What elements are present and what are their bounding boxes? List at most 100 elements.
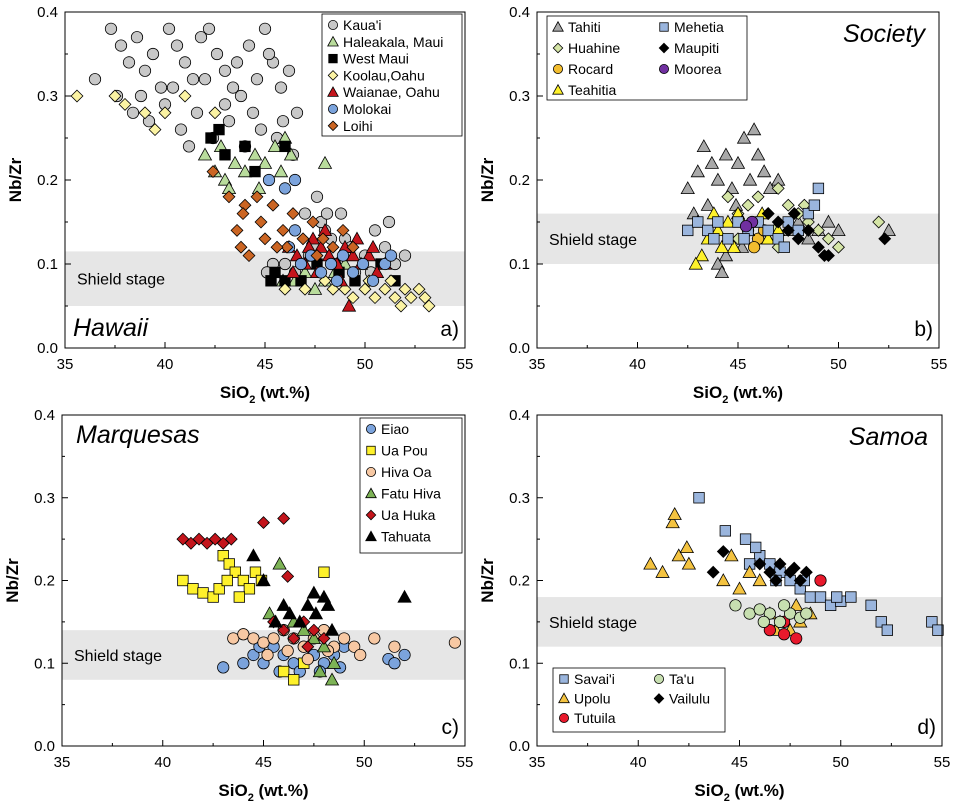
data-point: [736, 130, 752, 144]
data-point: [166, 81, 180, 94]
data-point: [812, 182, 825, 195]
data-point: [274, 81, 288, 94]
x-tick-label: 55: [457, 356, 474, 373]
data-point: [398, 249, 412, 262]
data-point: [230, 56, 244, 69]
data-point: [219, 149, 231, 161]
y-tick-label: 0.2: [509, 172, 530, 189]
y-tick-label: 0.2: [34, 573, 55, 590]
data-point: [254, 123, 268, 136]
data-point: [320, 207, 334, 220]
legend-marker: [365, 530, 377, 542]
legend-marker: [658, 42, 670, 54]
data-point: [330, 274, 344, 287]
data-point: [667, 506, 682, 520]
legend-entry-waianae-oahu: Waianae, Oahu: [343, 84, 440, 100]
x-tick-label: 45: [731, 754, 748, 771]
shield-stage-label: Shield stage: [77, 272, 165, 289]
legend-entry-hiva-oa: Hiva Oa: [381, 464, 432, 480]
legend-entry-fatu-hiva: Fatu Hiva: [381, 486, 441, 502]
data-point: [397, 589, 412, 603]
legend-entry-moorea: Moorea: [674, 61, 722, 77]
legend-marker: [327, 104, 338, 115]
data-point: [122, 56, 136, 69]
data-point: [257, 516, 270, 530]
x-tick-label: 50: [357, 356, 374, 373]
y-tick-label: 0.4: [509, 4, 530, 21]
x-tick-label: 35: [529, 356, 546, 373]
data-point: [412, 282, 426, 296]
data-point: [324, 622, 340, 636]
data-point: [210, 47, 224, 61]
legend-marker: [328, 53, 338, 64]
data-point: [777, 599, 791, 612]
legend-entry-teahitia: Teahitia: [568, 82, 616, 98]
data-point: [368, 632, 381, 645]
data-point: [337, 632, 351, 645]
data-point: [267, 139, 283, 153]
data-point: [821, 214, 836, 228]
data-point: [242, 249, 256, 263]
legend-entry-molokai: Molokai: [343, 101, 391, 117]
series-maupiti: [761, 207, 892, 263]
data-point: [832, 240, 845, 254]
series-loihi: [206, 165, 360, 263]
data-point: [704, 155, 720, 169]
data-point: [718, 147, 734, 161]
legend-marker: [654, 674, 665, 685]
data-point: [778, 241, 790, 253]
data-point: [716, 545, 730, 558]
data-point: [739, 533, 752, 545]
data-point: [256, 573, 271, 587]
data-point: [178, 56, 192, 69]
data-point: [720, 214, 736, 228]
legend-entry-west-maui: West Maui: [343, 51, 409, 67]
data-point: [688, 256, 703, 270]
data-point: [378, 257, 392, 271]
data-point: [681, 556, 697, 570]
panel-letter: a): [440, 318, 459, 341]
data-point: [696, 139, 712, 153]
data-point: [872, 215, 886, 229]
data-point: [312, 664, 328, 678]
data-point: [254, 215, 268, 229]
data-point: [753, 603, 766, 616]
legend-entry-vailulu: Vailulu: [669, 691, 710, 707]
data-point: [190, 106, 204, 119]
y-tick-label: 0.1: [509, 655, 530, 672]
data-point: [282, 606, 297, 620]
data-point: [158, 106, 172, 120]
data-point: [296, 232, 310, 246]
data-point: [273, 164, 289, 178]
y-tick-label: 0.0: [509, 738, 530, 755]
legend-entry-tutuila: Tutuila: [574, 710, 616, 726]
x-tick-label: 45: [255, 754, 272, 771]
legend-marker: [365, 423, 376, 434]
data-point: [789, 597, 804, 611]
data-point: [301, 640, 315, 654]
y-axis-label: Nb/Zr: [6, 157, 25, 202]
data-point: [718, 248, 734, 262]
data-point: [118, 97, 132, 111]
y-tick-label: 0.0: [509, 340, 530, 357]
data-point: [811, 240, 825, 254]
data-point: [306, 631, 322, 645]
legend-marker: [559, 713, 570, 724]
legend-entry-loihi: Loihi: [343, 118, 373, 134]
data-point: [249, 165, 261, 178]
data-point: [349, 231, 365, 245]
data-point: [326, 655, 342, 669]
data-point: [300, 597, 316, 611]
x-tick-label: 55: [457, 754, 474, 771]
data-point: [138, 64, 152, 77]
legend-marker: [327, 35, 339, 47]
data-point: [760, 231, 776, 245]
data-point: [346, 240, 360, 254]
data-point: [398, 282, 412, 296]
data-point: [317, 155, 333, 169]
data-point: [170, 39, 184, 52]
data-point: [178, 89, 192, 103]
data-point: [773, 557, 787, 571]
